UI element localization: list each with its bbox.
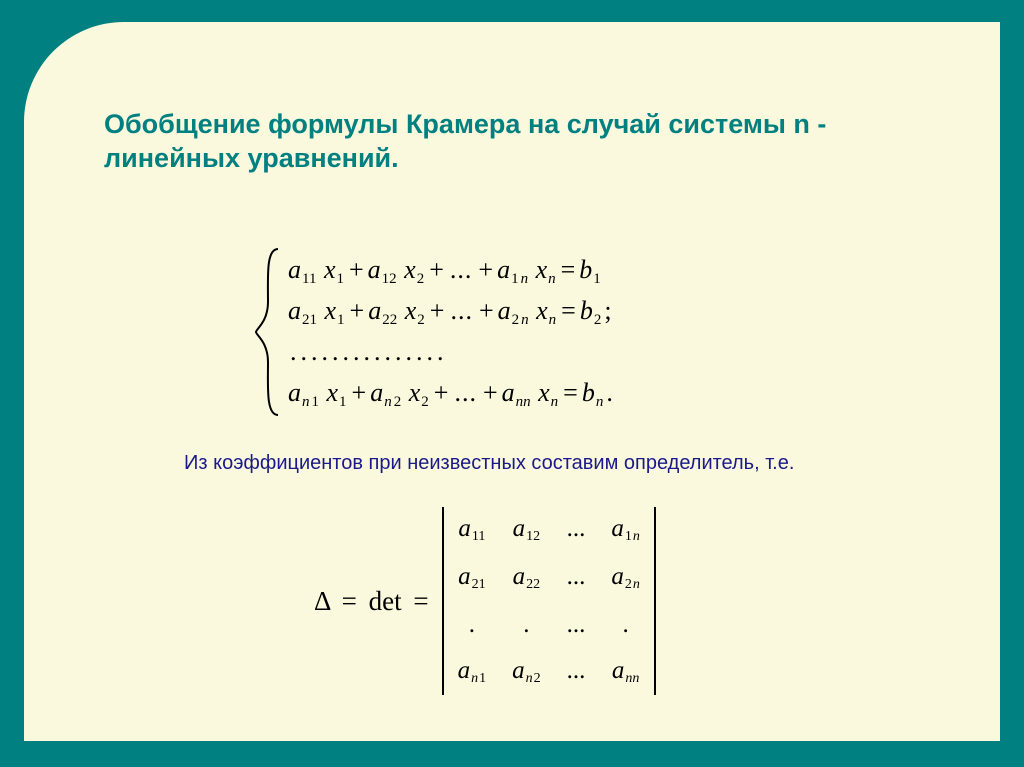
det-cell: ... bbox=[567, 657, 586, 687]
det-cell: ... bbox=[567, 515, 586, 545]
det-cell: a1n bbox=[611, 515, 640, 545]
det-cell: a2n bbox=[611, 563, 640, 593]
det-cell: . bbox=[458, 611, 487, 639]
equals-2: = bbox=[408, 586, 433, 616]
equation-lines: a11 x1+a12 x2+...+a1n xn=b1a21 x1+a22 x2… bbox=[282, 247, 617, 417]
equation-line: a21 x1+a22 x2+...+a2n xn=b2; bbox=[288, 291, 617, 332]
det-cell: an1 bbox=[458, 657, 487, 687]
det-cell: . bbox=[512, 611, 541, 639]
left-brace-icon bbox=[254, 247, 282, 417]
det-cell: ... bbox=[567, 563, 586, 593]
det-cell: an2 bbox=[512, 657, 541, 687]
equation-line: a11 x1+a12 x2+...+a1n xn=b1 bbox=[288, 250, 617, 291]
slide-title-block: Обобщение формулы Крамера на случай сист… bbox=[104, 108, 924, 176]
subtext: Из коэффициентов при неизвестных состави… bbox=[184, 452, 934, 475]
det-cell: ann bbox=[611, 657, 640, 687]
determinant-block: Δ = det = a11 a12... a1n a21 a22... a2n......… bbox=[314, 507, 656, 695]
determinant-lhs: Δ = det = bbox=[314, 586, 442, 617]
det-cell: a21 bbox=[458, 563, 487, 593]
equation-system: a11 x1+a12 x2+...+a1n xn=b1a21 x1+a22 x2… bbox=[254, 247, 814, 417]
delta-symbol: Δ bbox=[314, 586, 330, 616]
slide-title: Обобщение формулы Крамера на случай сист… bbox=[104, 108, 924, 176]
brace-wrap: a11 x1+a12 x2+...+a1n xn=b1a21 x1+a22 x2… bbox=[254, 247, 814, 417]
det-cell: . bbox=[611, 611, 640, 639]
det-bar-right bbox=[654, 507, 656, 695]
determinant-grid: a11 a12... a1n a21 a22... a2n...... an1 an2... a… bbox=[444, 507, 654, 695]
det-cell: ... bbox=[567, 611, 586, 639]
det-cell: a11 bbox=[458, 515, 487, 545]
det-cell: a22 bbox=[512, 563, 541, 593]
det-cell: a12 bbox=[512, 515, 541, 545]
det-label: det bbox=[369, 586, 402, 616]
slide-frame: Обобщение формулы Крамера на случай сист… bbox=[24, 22, 1000, 741]
determinant-matrix: a11 a12... a1n a21 a22... a2n...... an1 an2... a… bbox=[442, 507, 656, 695]
equals-1: = bbox=[337, 586, 362, 616]
equation-line: an1 x1+an2 x2+...+ann xn=bn. bbox=[288, 373, 617, 414]
equation-dots-row: ............... bbox=[288, 332, 617, 372]
